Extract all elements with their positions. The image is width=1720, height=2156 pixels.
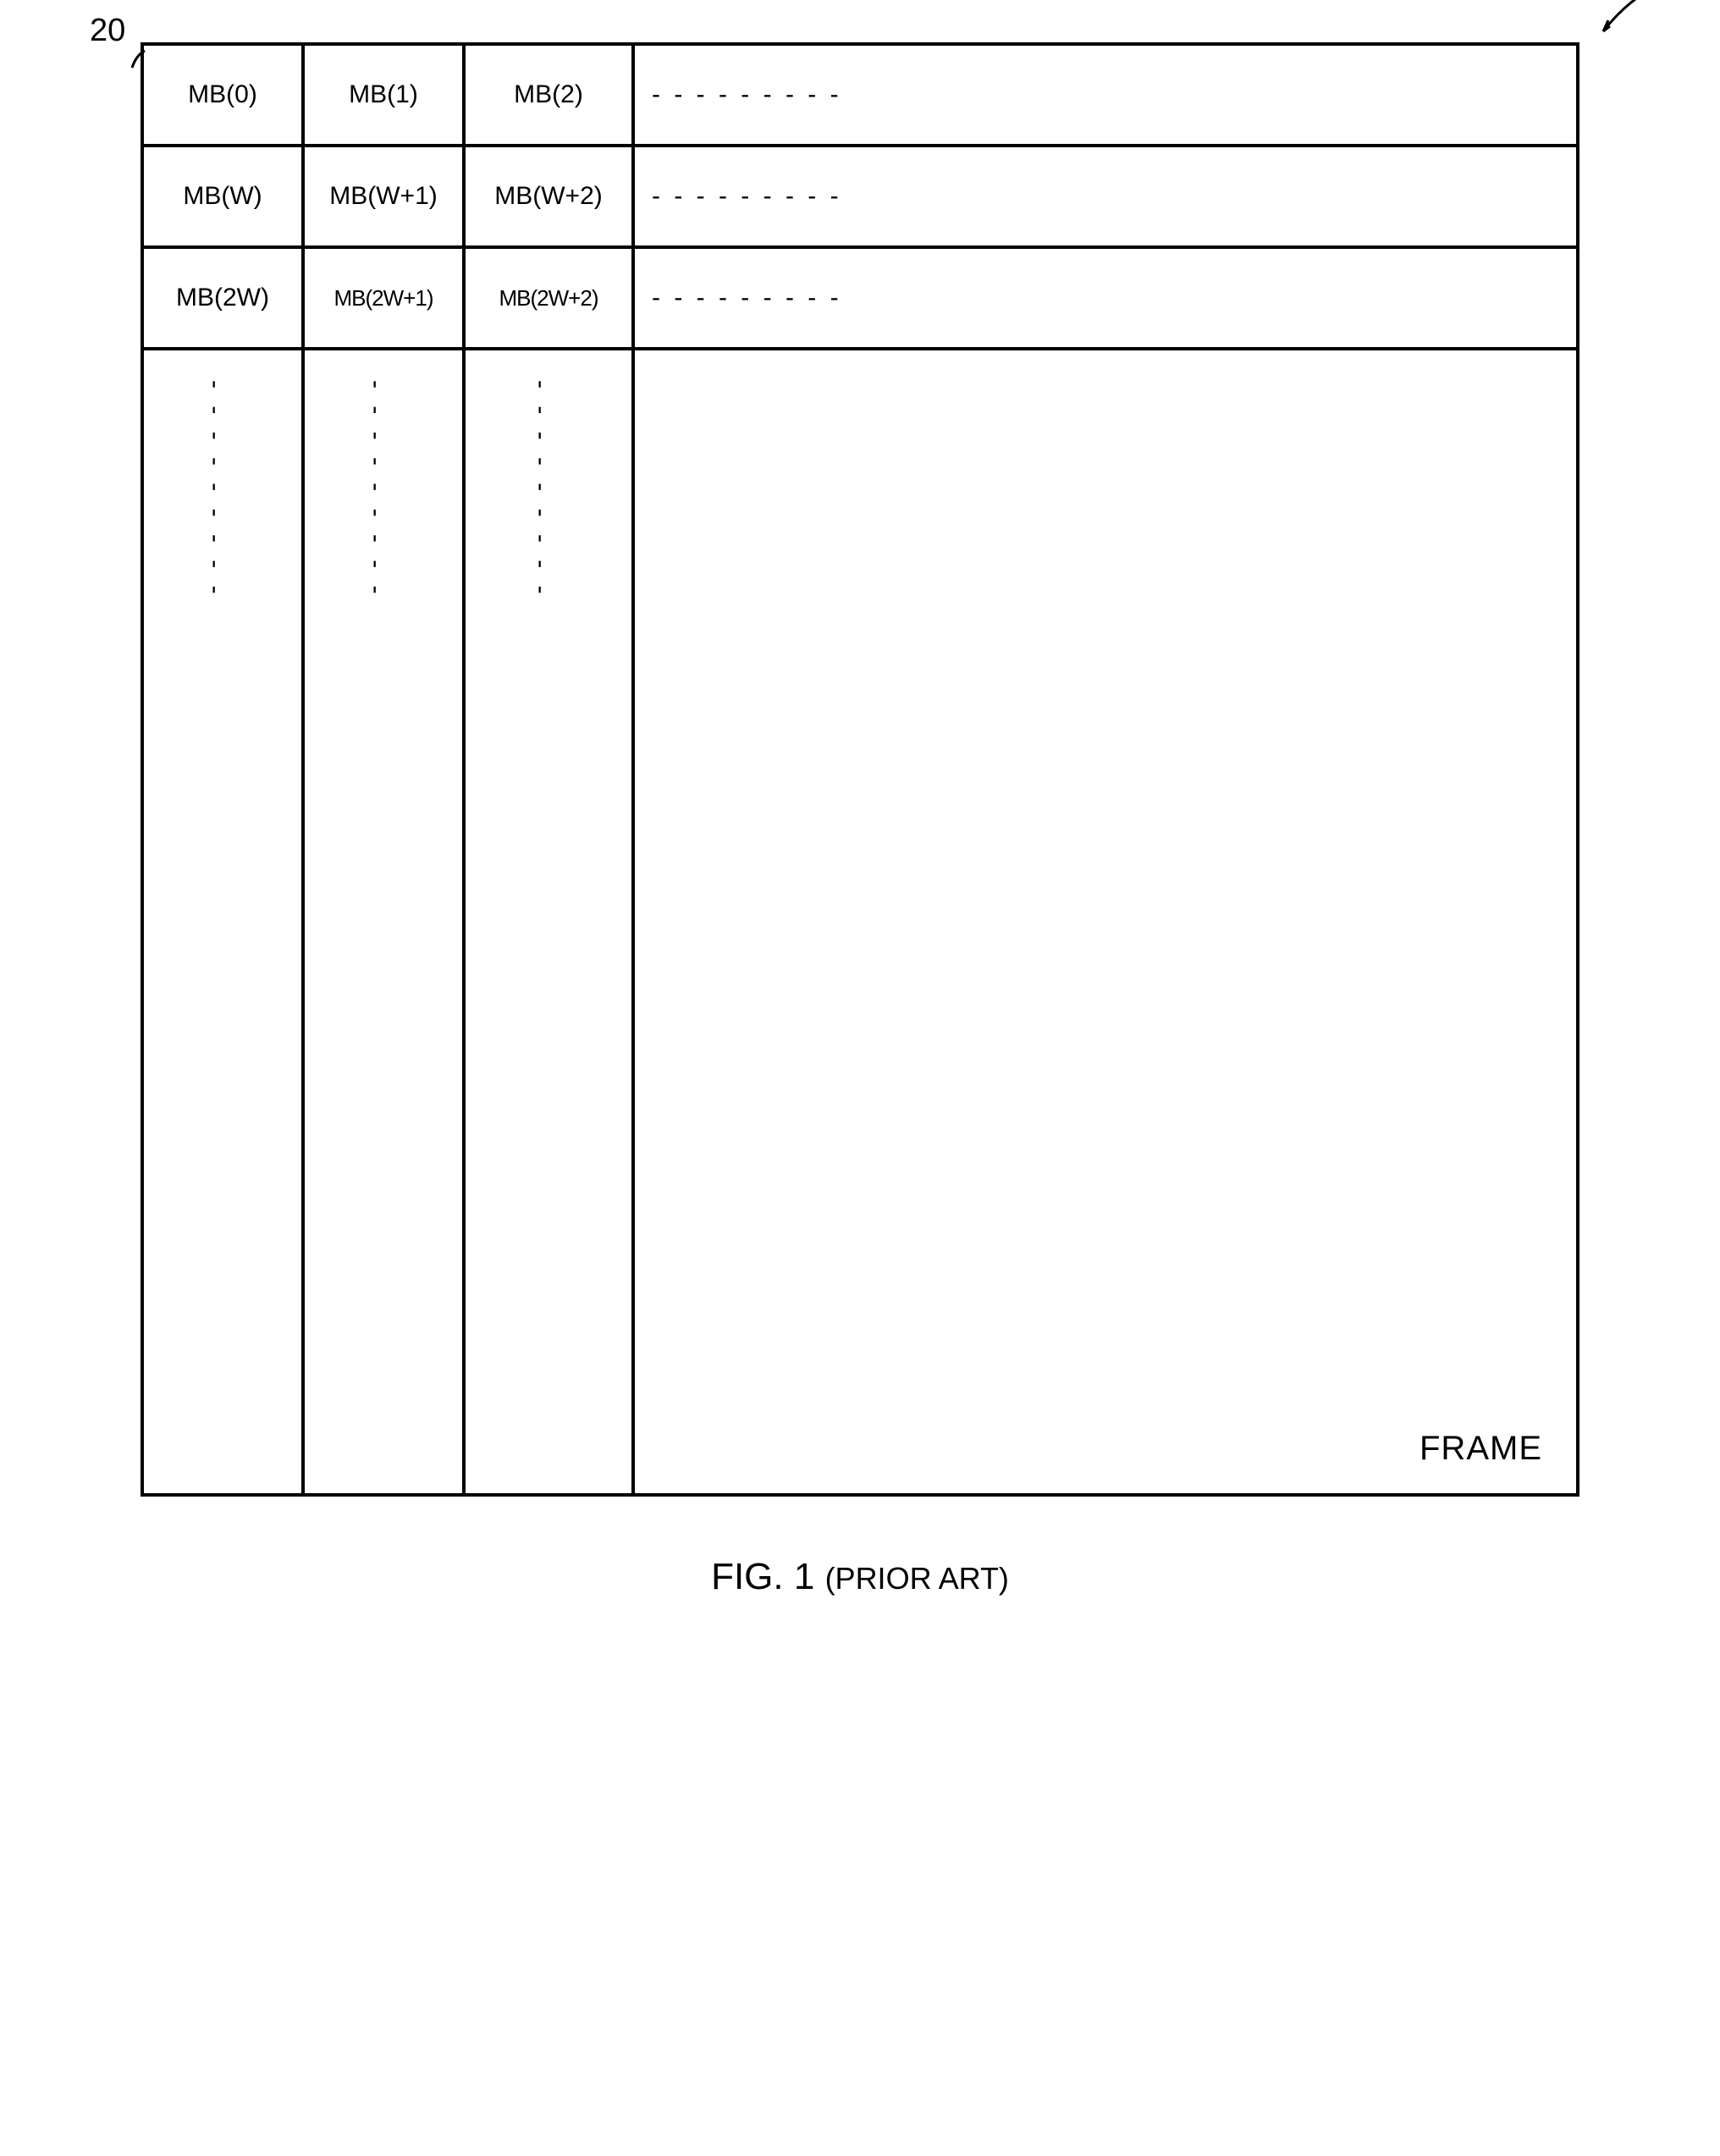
macroblock-cell: MB(W+1) xyxy=(305,147,466,245)
macroblock-cell: MB(2) xyxy=(466,46,635,144)
body-column: - - - - - - - - - xyxy=(144,350,305,1493)
figure-caption: FIG. 1 (PRIOR ART) xyxy=(141,1556,1579,1598)
frame-outline: 10 MB(0) MB(1) MB(2) - - - - - - - - - M… xyxy=(141,42,1579,1497)
reference-numeral-20: 20 xyxy=(90,13,125,49)
macroblock-cell: MB(W) xyxy=(144,147,305,245)
macroblock-cell: MB(2W+1) xyxy=(305,249,466,347)
macroblock-cell: MB(2W) xyxy=(144,249,305,347)
horizontal-continuation: - - - - - - - - - xyxy=(635,46,842,144)
body-column: - - - - - - - - - xyxy=(305,350,466,1493)
reference-arrow-10 xyxy=(1593,0,1644,41)
macroblock-row-1: MB(W) MB(W+1) MB(W+2) - - - - - - - - - xyxy=(144,147,1576,249)
macroblock-row-0: MB(0) MB(1) MB(2) - - - - - - - - - xyxy=(144,46,1576,147)
horizontal-continuation: - - - - - - - - - xyxy=(635,249,842,347)
macroblock-row-2: MB(2W) MB(2W+1) MB(2W+2) - - - - - - - -… xyxy=(144,249,1576,350)
body-column: - - - - - - - - - xyxy=(466,350,635,1493)
macroblock-cell: MB(2W+2) xyxy=(466,249,635,347)
macroblock-cell: MB(0) xyxy=(144,46,305,144)
frame-body: - - - - - - - - - - - - - - - - - - - - … xyxy=(144,350,1576,1493)
macroblock-cell: MB(W+2) xyxy=(466,147,635,245)
figure-subtitle: (PRIOR ART) xyxy=(825,1561,1009,1596)
macroblock-cell: MB(1) xyxy=(305,46,466,144)
frame-label: FRAME xyxy=(1420,1430,1542,1468)
figure-number: FIG. 1 xyxy=(711,1556,814,1597)
horizontal-continuation: - - - - - - - - - xyxy=(635,147,842,245)
